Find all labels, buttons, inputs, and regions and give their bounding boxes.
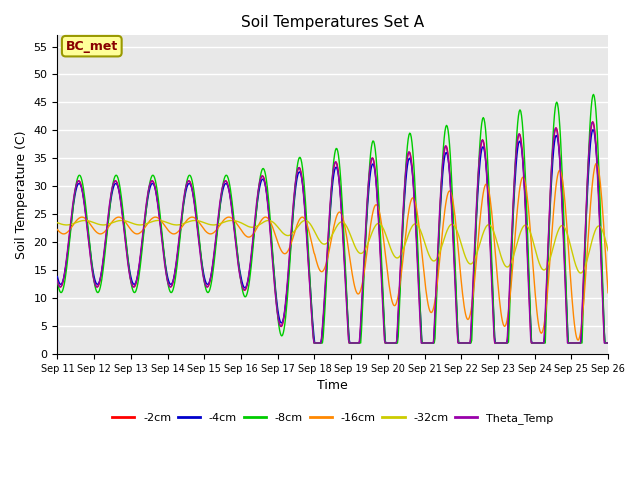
- Legend: -2cm, -4cm, -8cm, -16cm, -32cm, Theta_Temp: -2cm, -4cm, -8cm, -16cm, -32cm, Theta_Te…: [108, 408, 558, 428]
- Y-axis label: Soil Temperature (C): Soil Temperature (C): [15, 131, 28, 259]
- Text: BC_met: BC_met: [66, 40, 118, 53]
- X-axis label: Time: Time: [317, 379, 348, 393]
- Title: Soil Temperatures Set A: Soil Temperatures Set A: [241, 15, 424, 30]
